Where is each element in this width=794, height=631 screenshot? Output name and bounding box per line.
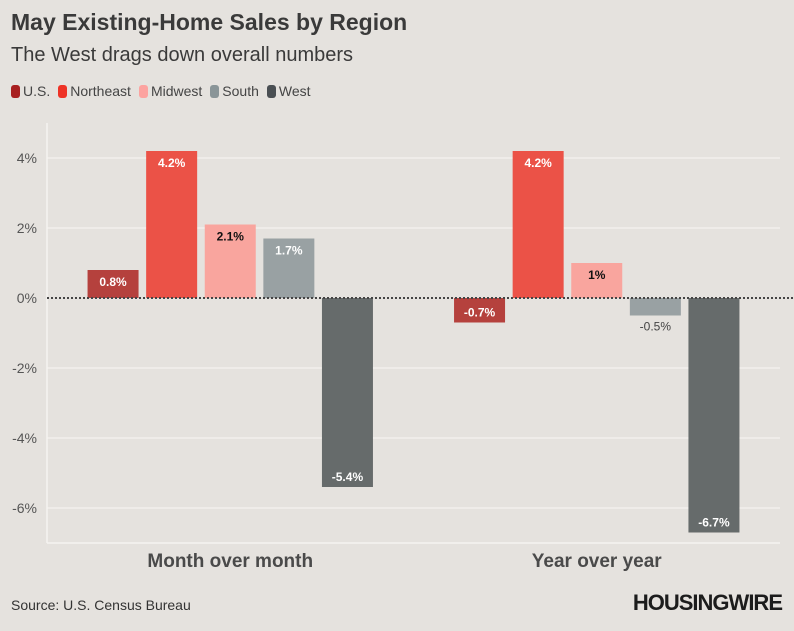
legend: U.S. Northeast Midwest South West [11, 83, 311, 99]
bar-northeast [146, 151, 198, 298]
y-tick-label: 4% [17, 150, 37, 166]
bar-west [321, 298, 373, 487]
housingwire-logo: HOUSINGWIRE [632, 590, 783, 615]
bar-midwest [204, 224, 256, 298]
legend-label: Midwest [150, 83, 203, 99]
chart-title: May Existing-Home Sales by Region [11, 9, 408, 35]
legend-item: West [266, 83, 311, 99]
bar-west [688, 298, 740, 533]
bar-midwest [571, 263, 623, 298]
data-label: 0.8% [99, 275, 127, 289]
legend-swatch [58, 84, 68, 98]
bar-northeast [512, 151, 564, 298]
legend-label: Northeast [70, 83, 131, 99]
y-tick-label: -2% [12, 360, 37, 376]
legend-swatch [210, 84, 220, 98]
x-category-label: Year over year [532, 551, 663, 572]
bar-us [87, 270, 139, 298]
y-tick-label: -4% [12, 430, 37, 446]
bar-us [454, 298, 506, 323]
bar-south [263, 238, 315, 298]
data-label: 1% [588, 268, 606, 282]
bar-south [629, 298, 681, 316]
legend-swatch [11, 84, 20, 98]
data-label: 4.2% [524, 156, 552, 170]
y-tick-label: 2% [17, 220, 37, 236]
data-label: 1.7% [275, 244, 303, 258]
legend-label: U.S. [23, 83, 51, 99]
legend-swatch [266, 84, 276, 98]
data-label: -5.4% [332, 470, 364, 484]
data-label: 2.1% [217, 230, 245, 244]
x-category-label: Month over month [147, 551, 313, 572]
data-label: -6.7% [698, 516, 730, 530]
chart-subtitle: The West drags down overall numbers [11, 44, 354, 66]
legend-swatch [138, 84, 148, 98]
data-label: -0.7% [464, 306, 496, 320]
legend-label: West [278, 83, 311, 99]
legend-item: South [210, 83, 259, 99]
legend-item: U.S. [11, 83, 50, 99]
legend-label: South [222, 83, 259, 99]
legend-item: Midwest [138, 83, 203, 99]
y-tick-label: -6% [12, 500, 37, 516]
data-label: -0.5% [640, 320, 672, 334]
y-tick-label: 0% [17, 290, 37, 306]
data-label: 4.2% [158, 156, 186, 170]
legend-item: Northeast [58, 83, 131, 99]
source-note: Source: U.S. Census Bureau [11, 597, 191, 613]
